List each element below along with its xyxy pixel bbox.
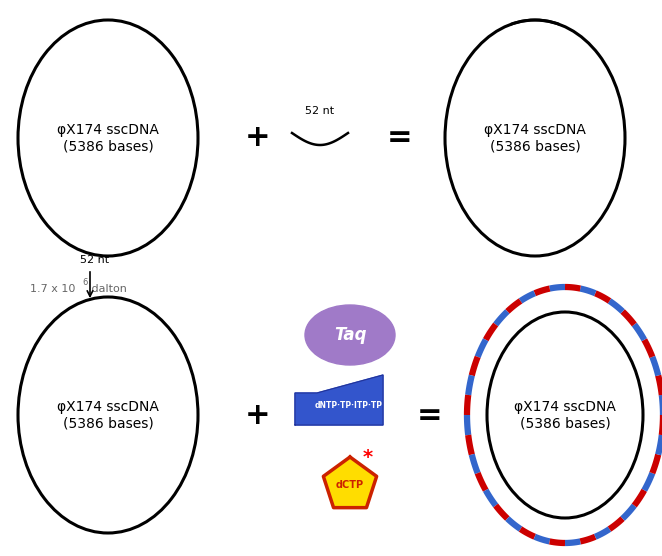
Text: 6: 6 (82, 278, 87, 287)
Text: dNTP·TP·ITP·TP: dNTP·TP·ITP·TP (315, 400, 383, 410)
Text: *: * (363, 448, 373, 466)
Text: 1.7 x 10: 1.7 x 10 (30, 284, 75, 294)
Text: φX174 sscDNA
(5386 bases): φX174 sscDNA (5386 bases) (57, 400, 159, 430)
Text: 52 nt: 52 nt (305, 106, 334, 116)
Text: =: = (387, 123, 413, 152)
Polygon shape (295, 375, 383, 425)
Text: +: + (245, 123, 271, 152)
Text: =: = (417, 400, 443, 429)
Text: φX174 sscDNA
(5386 bases): φX174 sscDNA (5386 bases) (514, 400, 616, 430)
Text: 52 nt: 52 nt (80, 255, 109, 265)
Polygon shape (323, 457, 377, 508)
Text: Taq: Taq (334, 326, 366, 344)
Text: dalton: dalton (88, 284, 127, 294)
Text: dCTP: dCTP (336, 480, 364, 490)
Ellipse shape (305, 305, 395, 365)
Text: +: + (245, 400, 271, 429)
Text: φX174 sscDNA
(5386 bases): φX174 sscDNA (5386 bases) (484, 123, 586, 153)
Text: φX174 sscDNA
(5386 bases): φX174 sscDNA (5386 bases) (57, 123, 159, 153)
